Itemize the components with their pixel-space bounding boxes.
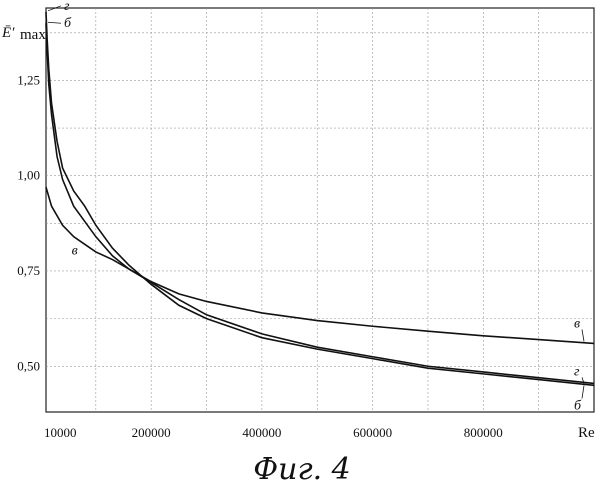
chart: 10000 200000 400000 600000 800000 0,50 0,75 1,0… [0,0,604,450]
curve-label: б [574,398,582,413]
x-axis-title: Re [578,425,595,441]
figure-caption: Фиг. 4 [0,452,604,487]
x-tick-label: 400000 [242,425,281,440]
curve-label: в [72,244,78,259]
y-tick-label: 1,25 [17,72,40,87]
series-lines [46,12,594,386]
curve-label-leader [48,22,61,23]
y-axis-title: Ē′ max [1,25,46,43]
series-line [46,23,594,383]
plot-frame [46,8,594,412]
y-tick-label: 0,75 [17,263,40,278]
y-axis-title-sub: max [20,27,46,43]
curve-label: б [64,16,72,31]
curve-label-leader [582,385,584,398]
x-tick-label: 10000 [44,425,77,440]
curve-label-leader [582,329,584,341]
tick-labels: 10000 200000 400000 600000 800000 0,50 0,75 1,0… [17,72,503,440]
curve-label: в [574,316,580,331]
grid [46,8,594,412]
y-tick-label: 1,00 [17,168,40,183]
curve-label: г [64,0,70,14]
y-tick-label: 0,50 [17,358,40,373]
curve-label: г [574,364,580,379]
x-tick-label: 200000 [132,425,171,440]
y-axis-title-main: Ē′ [1,25,15,41]
x-tick-label: 600000 [353,425,392,440]
curve-labels: гбввгб [48,0,584,413]
series-line [46,12,594,386]
x-tick-label: 800000 [464,425,503,440]
